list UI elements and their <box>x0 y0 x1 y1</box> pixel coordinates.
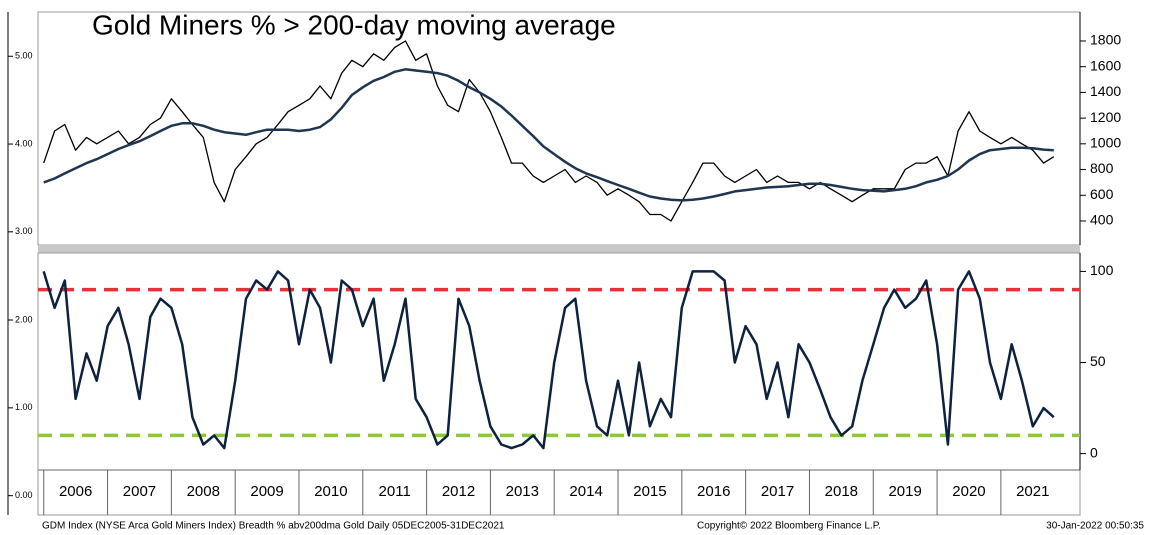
y-tick-label: 1400 <box>1090 83 1121 99</box>
panel-separator <box>38 245 1080 253</box>
top-panel-frame <box>37 11 1081 246</box>
x-tick-label: 2016 <box>697 483 730 500</box>
x-tick-label: 2009 <box>250 483 283 500</box>
y2-tick-label: 4.00 <box>15 138 33 148</box>
footer-source: GDM Index (NYSE Arca Gold Miners Index) … <box>42 521 505 532</box>
x-tick-label: 2007 <box>123 483 156 500</box>
x-tick-label: 2008 <box>187 483 220 500</box>
y-tick-label: 600 <box>1090 186 1114 202</box>
y2-tick-label: 5.00 <box>15 51 33 61</box>
y2-tick-label: 3.00 <box>15 226 33 236</box>
footer-timestamp: 30-Jan-2022 00:50:35 <box>1046 521 1144 532</box>
x-tick-label: 2011 <box>379 483 411 500</box>
y-tick-label: 1000 <box>1090 135 1121 151</box>
x-tick-label: 2015 <box>633 483 666 500</box>
y-tick-label: 1200 <box>1090 109 1121 125</box>
x-tick-label: 2012 <box>442 483 475 500</box>
footer-copyright: Copyright© 2022 Bloomberg Finance L.P. <box>697 521 881 532</box>
y-tick-label: 0 <box>1090 444 1098 460</box>
x-tick-label: 2017 <box>761 483 794 500</box>
y-tick-label: 800 <box>1090 160 1114 176</box>
x-tick-label: 2021 <box>1016 483 1049 500</box>
bottom-panel-frame <box>37 252 1081 516</box>
series-line <box>43 40 1055 222</box>
series-line <box>42 270 1055 450</box>
y2-tick-label: 2.00 <box>15 314 33 324</box>
chart-title: Gold Miners % > 200-day moving average <box>92 9 616 40</box>
y-tick-label: 1600 <box>1090 57 1121 73</box>
x-tick-label: 2006 <box>59 483 92 500</box>
x-tick-label: 2019 <box>888 483 921 500</box>
y2-tick-label: 1.00 <box>15 402 33 412</box>
x-tick-label: 2020 <box>952 483 985 500</box>
y-tick-label: 1800 <box>1090 32 1121 48</box>
y-tick-label: 400 <box>1090 212 1114 228</box>
y2-tick-label: 0.00 <box>15 490 33 500</box>
series-line <box>43 68 1054 202</box>
x-tick-label: 2013 <box>506 483 539 500</box>
x-tick-label: 2018 <box>825 483 858 500</box>
x-tick-label: 2010 <box>314 483 347 500</box>
y-tick-label: 50 <box>1090 353 1106 369</box>
x-tick-label: 2014 <box>569 483 602 500</box>
y-tick-label: 100 <box>1090 262 1114 278</box>
